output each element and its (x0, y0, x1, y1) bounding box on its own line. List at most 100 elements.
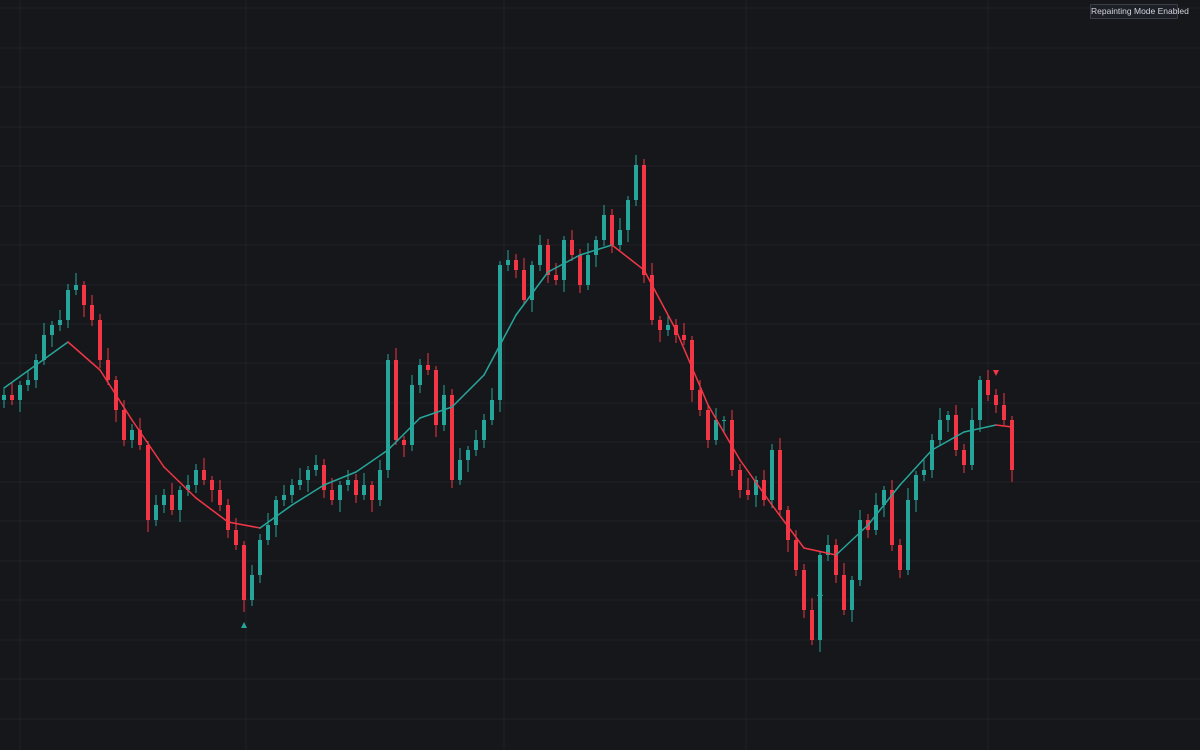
candle-body (842, 575, 846, 610)
candle-body (370, 485, 374, 500)
candle-body (930, 440, 934, 470)
candle-body (282, 495, 286, 500)
candle-body (650, 275, 654, 320)
candle-body (850, 580, 854, 610)
candle-body (226, 505, 230, 530)
candle-body (706, 410, 710, 440)
candle-body (570, 240, 574, 255)
candle-body (682, 335, 686, 340)
candle-body (194, 470, 198, 485)
candle-body (602, 215, 606, 240)
candle-body (554, 275, 558, 280)
candle-body (874, 505, 878, 530)
candle-body (218, 490, 222, 505)
smooth-line (227, 521, 261, 529)
candle-body (66, 290, 70, 320)
smooth-line (675, 329, 709, 406)
candle-body (562, 240, 566, 280)
candle-body (458, 460, 462, 480)
candle-body (810, 610, 814, 640)
candle-body (818, 555, 822, 640)
smooth-line (995, 424, 1013, 428)
candle-body (474, 440, 478, 450)
smooth-line (899, 449, 933, 486)
candle-body (490, 400, 494, 420)
candle-body (122, 410, 126, 440)
candle-body (986, 380, 990, 395)
candle-body (18, 385, 22, 400)
candle-body (42, 335, 46, 360)
candle-body (610, 215, 614, 245)
smooth-line (259, 504, 293, 529)
candle-body (98, 320, 102, 360)
repaint-badge: Repainting Mode Enabled (1090, 4, 1189, 19)
candle-body (346, 480, 350, 485)
smooth-line (579, 244, 613, 256)
candle-body (202, 470, 206, 480)
candle-body (290, 485, 294, 495)
smooth-line (803, 547, 837, 556)
smooth-line (451, 374, 485, 408)
candle-body (314, 465, 318, 470)
candle-body (210, 480, 214, 490)
candle-body (82, 285, 86, 305)
candle-body (2, 395, 6, 400)
smooth-line (611, 244, 645, 271)
candle-body (914, 475, 918, 500)
candle-body (538, 245, 542, 265)
candle-body (1010, 420, 1014, 470)
candle-body (106, 360, 110, 380)
candle-body (506, 260, 510, 265)
smooth-line (547, 254, 581, 273)
candle-body (466, 450, 470, 460)
candle-body (786, 510, 790, 540)
candle-body (250, 575, 254, 600)
candle-body (834, 545, 838, 575)
candle-body (754, 480, 758, 495)
candle-body (362, 485, 366, 495)
smooth-line (99, 369, 133, 421)
candle-body (938, 420, 942, 440)
smooth-line (67, 341, 101, 371)
candle-body (586, 255, 590, 285)
candle-body (922, 470, 926, 475)
smooth-line (931, 431, 965, 451)
candle-body (770, 450, 774, 500)
candle-body (994, 395, 998, 405)
smooth-line (3, 364, 37, 389)
candle-body (618, 230, 622, 245)
candle-body (234, 530, 238, 545)
candle-body (10, 395, 14, 400)
candle-body (890, 490, 894, 545)
smooth-line (835, 524, 869, 556)
candle-body (634, 165, 638, 200)
smooth-line (483, 314, 517, 376)
smooth-line (867, 484, 901, 526)
candle-body (242, 545, 246, 600)
candle-body (1002, 405, 1006, 420)
candle-body (146, 445, 150, 520)
candle-body (330, 490, 334, 500)
candle-body (738, 470, 742, 490)
candle-body (386, 360, 390, 470)
smooth-line (131, 419, 165, 468)
candle-body (58, 320, 62, 325)
candle-body (690, 340, 694, 390)
candle-body (394, 360, 398, 440)
candle-body (666, 325, 670, 330)
candle-body (962, 450, 966, 465)
candle-body (34, 360, 38, 380)
candle-body (26, 380, 30, 385)
candle-body (546, 245, 550, 275)
candle-body (626, 200, 630, 230)
candle-body (722, 420, 726, 421)
buy-signal (241, 622, 247, 628)
candle-body (306, 470, 310, 480)
candle-body (906, 500, 910, 570)
sell-signal (993, 370, 999, 376)
smooth-line (771, 504, 805, 549)
candle-body (778, 450, 782, 510)
candle-body (826, 545, 830, 555)
smooth-line (323, 471, 357, 486)
